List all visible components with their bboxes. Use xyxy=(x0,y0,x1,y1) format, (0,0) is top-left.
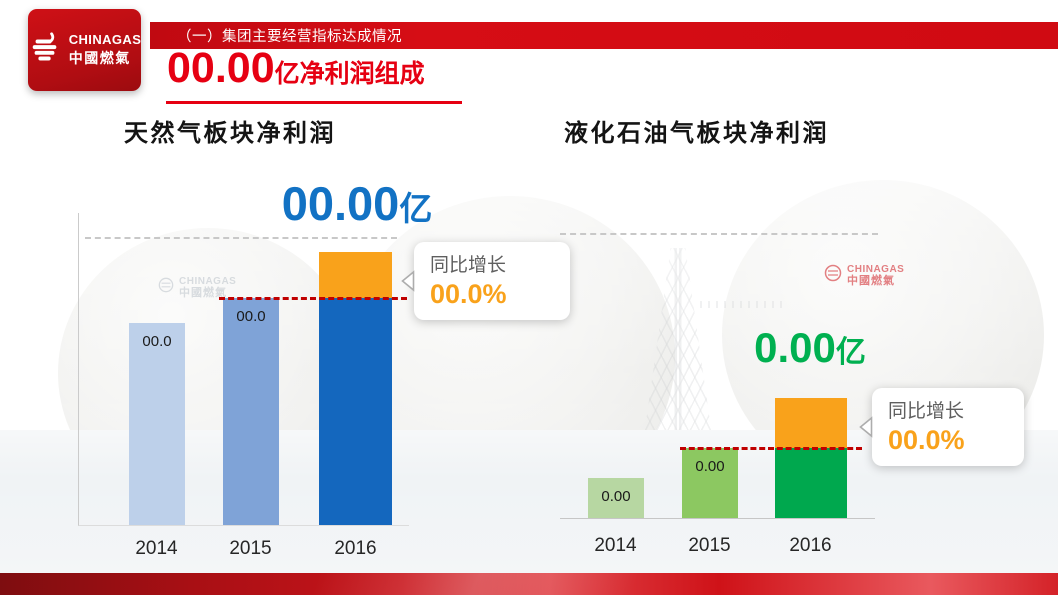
growth-callout-lpg: 同比增长 00.0% xyxy=(859,388,1024,466)
watermark-cn: 中國燃氣 xyxy=(847,275,895,287)
growth-callout-value: 00.0% xyxy=(430,279,507,309)
headline-number: 0.00 xyxy=(754,324,836,371)
bar-growth-segment xyxy=(775,398,847,448)
bar-2016 xyxy=(775,398,847,518)
x-axis-label-2014: 2014 xyxy=(135,538,178,559)
natural-gas-bar-chart: 00.0 00.0 2014 2015 2016 xyxy=(78,213,409,559)
bar-value-label: 00.0 xyxy=(236,308,266,325)
bar-2015: 0.00 xyxy=(682,448,738,518)
chart-title-lpg: 液化石油气板块净利润 xyxy=(564,120,829,147)
growth-callout-value: 00.0% xyxy=(888,425,965,455)
logo-name-cn: 中國燃氣 xyxy=(68,50,131,67)
bar-2014: 00.0 xyxy=(129,323,185,525)
dashed-gridline xyxy=(85,237,397,239)
x-axis-label-2014: 2014 xyxy=(594,535,637,556)
sphere-logo-right: CHINAGAS 中國燃氣 xyxy=(824,264,904,287)
growth-callout-label: 同比增长 xyxy=(430,255,507,276)
page-title-number: 00.00 xyxy=(167,44,275,92)
x-axis-label-2016: 2016 xyxy=(334,538,377,559)
growth-callout-natural-gas: 同比增长 00.0% xyxy=(401,242,570,320)
bar-2015: 00.0 xyxy=(223,298,279,525)
page-title: 00.00亿净利润组成 xyxy=(167,44,425,93)
watermark-cn: 中國燃氣 xyxy=(179,287,227,299)
prior-year-reference-line xyxy=(680,447,862,450)
bar-growth-segment xyxy=(319,252,392,298)
lpg-bar-chart: 0.00 0.00 2014 2015 2016 xyxy=(560,233,878,556)
logo-mark-icon xyxy=(824,264,842,287)
bar-2014: 0.00 xyxy=(588,478,644,518)
bottom-accent-strip xyxy=(0,573,1058,595)
left-arrow-icon xyxy=(401,270,415,292)
logo-mark-icon xyxy=(158,277,174,298)
headline-unit: 亿 xyxy=(835,336,866,369)
x-axis-label-2015: 2015 xyxy=(688,535,731,556)
section-banner-text: （一）集团主要经营指标达成情况 xyxy=(177,29,402,45)
section-banner: （一）集团主要经营指标达成情况 xyxy=(150,22,1058,49)
headline-value-lpg: 0.00亿 xyxy=(675,324,945,372)
headline-number: 00.00 xyxy=(281,177,400,230)
page-title-suffix: 亿净利润组成 xyxy=(274,60,425,88)
sphere-logo-left: CHINAGAS 中國燃氣 xyxy=(158,276,236,299)
x-axis-label-2016: 2016 xyxy=(789,535,832,556)
bar-value-label: 0.00 xyxy=(695,458,725,475)
bar-2016 xyxy=(319,252,392,525)
growth-callout-label: 同比增长 xyxy=(888,401,965,422)
watermark-en: CHINAGAS xyxy=(179,276,237,287)
prior-year-reference-line xyxy=(219,297,407,300)
bar-value-label: 00.0 xyxy=(142,333,172,350)
dashed-gridline xyxy=(560,233,878,235)
title-underline xyxy=(166,101,462,104)
left-arrow-icon xyxy=(859,416,873,438)
chinagas-logo: CHINAGAS 中國燃氣 xyxy=(28,9,141,91)
headline-value-natural-gas: 00.00亿 xyxy=(212,176,502,231)
flame-icon xyxy=(28,31,62,70)
logo-text: CHINAGAS 中國燃氣 xyxy=(68,32,142,67)
x-axis-label-2015: 2015 xyxy=(229,538,272,559)
watermark-en: CHINAGAS xyxy=(847,264,905,275)
headline-unit: 亿 xyxy=(399,190,433,227)
bar-value-label: 0.00 xyxy=(601,488,631,505)
logo-name-en: CHINAGAS xyxy=(68,32,142,48)
chart-title-natural-gas: 天然气板块净利润 xyxy=(124,120,336,147)
